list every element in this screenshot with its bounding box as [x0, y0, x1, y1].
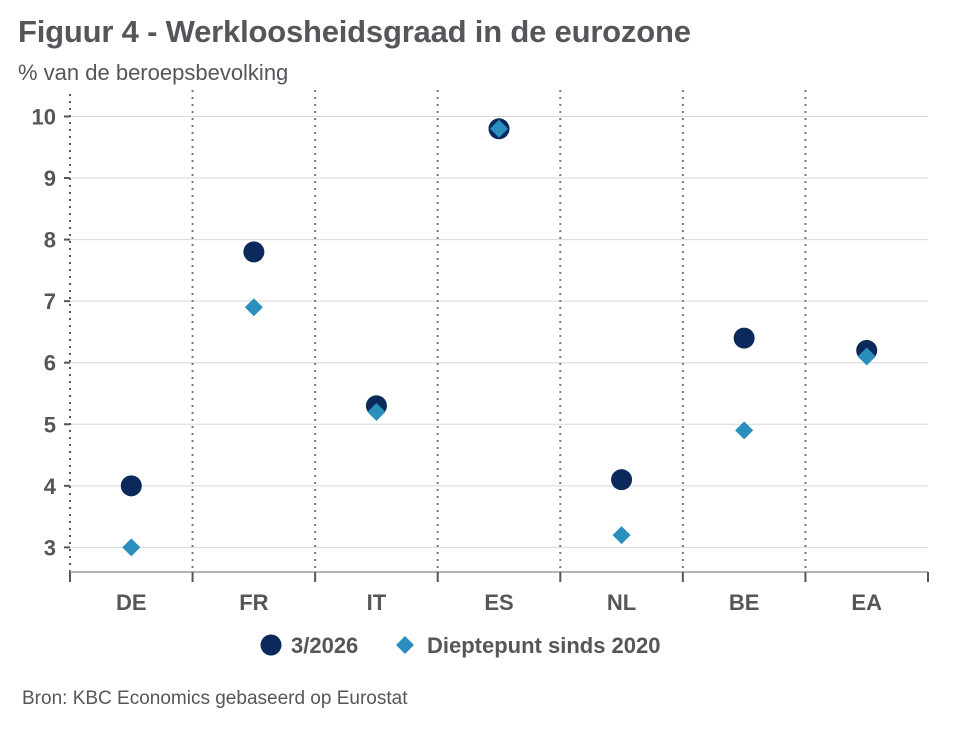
- y-tick-label: 4: [44, 474, 57, 499]
- x-tick-label-nl: NL: [607, 590, 636, 615]
- point-3-2026-nl: [611, 469, 633, 491]
- x-tick-label-de: DE: [116, 590, 147, 615]
- point-dieptepunt-it: [367, 402, 386, 421]
- x-tick-label-fr: FR: [239, 590, 268, 615]
- y-axis-labels: 3 4 5 6 7 8 9 10: [32, 104, 57, 560]
- legend-marker-3-2026: [260, 634, 282, 656]
- point-3-2026-de: [120, 475, 142, 497]
- chart-title: Figuur 4 - Werkloosheidsgraad in de euro…: [18, 14, 691, 49]
- y-tick-label: 5: [44, 412, 56, 437]
- source-note: Bron: KBC Economics gebaseerd op Eurosta…: [22, 688, 408, 709]
- x-tick-label-ea: EA: [851, 590, 882, 615]
- point-dieptepunt-de: [122, 538, 141, 557]
- x-tick-label-be: BE: [729, 590, 760, 615]
- legend-label-dieptepunt: Dieptepunt sinds 2020: [427, 633, 661, 658]
- point-dieptepunt-fr: [244, 298, 263, 317]
- y-tick-label: 7: [44, 289, 56, 314]
- axes: [64, 94, 929, 582]
- legend-label-3-2026: 3/2026: [291, 633, 358, 658]
- chart-subtitle: % van de beroepsbevolking: [18, 60, 289, 85]
- x-axis-labels: DE FR IT ES NL BE EA: [116, 590, 882, 615]
- y-tick-label: 6: [44, 351, 56, 376]
- point-dieptepunt-be: [735, 421, 754, 440]
- category-separators: [191, 90, 807, 572]
- point-dieptepunt-ea: [857, 347, 876, 366]
- y-tick-label: 9: [44, 166, 56, 191]
- point-dieptepunt-es: [490, 119, 508, 138]
- grid-lines: [70, 115, 928, 548]
- data-points: [120, 118, 878, 557]
- point-3-2026-fr: [243, 241, 265, 263]
- legend: 3/2026 Dieptepunt sinds 2020: [260, 633, 661, 658]
- y-tick-label: 10: [32, 104, 56, 129]
- y-tick-label: 8: [44, 228, 56, 253]
- point-3-2026-be: [733, 327, 755, 349]
- x-tick-label-es: ES: [484, 590, 513, 615]
- y-tick-label: 3: [44, 535, 56, 560]
- legend-marker-dieptepunt: [396, 636, 414, 654]
- point-dieptepunt-nl: [612, 526, 631, 545]
- x-tick-label-it: IT: [367, 590, 387, 615]
